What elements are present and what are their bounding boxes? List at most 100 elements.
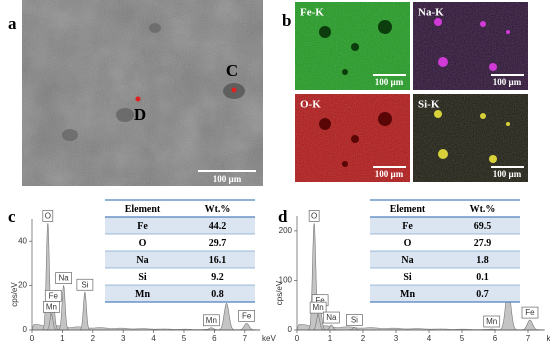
map-spot: [319, 118, 331, 130]
table-header: Wt.%: [470, 204, 496, 215]
map-label: O-K: [300, 99, 321, 111]
x-tick-label: 7: [243, 334, 248, 343]
table-cell: Fe: [402, 221, 413, 232]
x-tick-label: 5: [460, 334, 465, 343]
map-spot: [489, 155, 497, 163]
map-spot: [506, 30, 510, 34]
x-tick-label: 0: [30, 334, 35, 343]
panel-label: d: [278, 207, 288, 226]
scale-bar-label: 100 µm: [213, 174, 242, 184]
table-cell: O: [139, 238, 147, 249]
peak-label-box: [322, 311, 340, 324]
peak-label: Mn: [206, 316, 217, 325]
map-spot: [378, 20, 392, 34]
map-spot: [438, 57, 448, 67]
peak-label-box: [308, 210, 320, 222]
x-axis-label: keV: [547, 334, 550, 343]
map-spot: [506, 122, 510, 126]
table-cell: 0.1: [476, 272, 489, 283]
table-cell: 44.2: [209, 221, 227, 232]
y-tick-label: 200: [279, 226, 293, 235]
table-row: [105, 234, 255, 251]
x-tick-label: 6: [493, 334, 498, 343]
table-row: [105, 217, 255, 234]
element-map: O-K 100 µm: [295, 94, 410, 182]
x-tick-label: 6: [212, 334, 217, 343]
table-cell: 1.8: [476, 255, 489, 266]
peak-label-box: [346, 314, 363, 326]
peak-label-box: [238, 309, 255, 322]
table-cell: 9.2: [211, 272, 224, 283]
peak-label: Fe: [525, 308, 535, 317]
peak: [519, 319, 541, 331]
peak-label: Mn: [313, 303, 324, 312]
peak-label: O: [311, 212, 317, 221]
table-row: [370, 251, 520, 268]
x-tick-label: 1: [328, 334, 333, 343]
peak: [236, 322, 257, 331]
scale-bar-label: 100 µm: [493, 77, 522, 87]
map-label: Na-K: [418, 7, 444, 19]
table-row: [105, 268, 255, 285]
spectrum-panel: dOFeMnNaSiMnFeFe010020001234567cps/eVkeV…: [275, 199, 550, 343]
x-tick-label: 1: [60, 334, 65, 343]
spectrum-panel: c O Fe Mn Na Si Mn Fe Fe 0 20 40 0 1 2 3 4 5 6 7 cps/eV keV El…: [8, 199, 276, 343]
peak: [57, 285, 70, 331]
table-cell: 69.5: [474, 221, 492, 232]
y-axis-label: cps/eV: [275, 280, 284, 305]
map-label: Si-K: [418, 99, 440, 111]
panel-label: b: [282, 11, 291, 30]
element-map: Fe-K 100 µm: [295, 2, 410, 90]
point-label: D: [134, 105, 146, 124]
x-tick-label: 4: [151, 334, 156, 343]
map-spot: [342, 161, 348, 167]
peak: [216, 303, 237, 331]
table-row: [105, 285, 255, 302]
table-cell: Si: [138, 272, 147, 283]
peak-label: Na: [58, 274, 69, 283]
x-tick-label: 3: [394, 334, 399, 343]
table-cell: Na: [136, 255, 148, 266]
table-cell: 16.1: [209, 255, 227, 266]
table-cell: Na: [401, 255, 413, 266]
x-tick-label: 5: [182, 334, 187, 343]
table-row: [370, 200, 520, 217]
x-axis-label: keV: [262, 334, 276, 343]
table-header: Wt.%: [205, 204, 231, 215]
peak-label-box: [483, 315, 501, 328]
peak-label-box: [76, 278, 94, 291]
peak-label: Mn: [46, 303, 57, 312]
table-cell: Mn: [400, 289, 415, 300]
table-cell: 0.7: [476, 289, 489, 300]
table-row: [105, 251, 255, 268]
map-spot: [480, 113, 486, 119]
map-spot: [319, 26, 331, 38]
peak-label: Si: [81, 280, 88, 289]
x-tick-label: 2: [91, 334, 96, 343]
peak-label: Si: [351, 316, 358, 325]
peak-label: Fe: [242, 311, 252, 320]
peak-label-box: [42, 210, 54, 222]
peak-label-box: [203, 314, 220, 327]
y-tick-label: 0: [288, 325, 293, 334]
sem-image: [22, 0, 263, 186]
x-tick-label: 7: [526, 334, 531, 343]
y-tick-label: 40: [18, 236, 27, 245]
peak-label-box: [309, 301, 327, 314]
y-tick-label: 0: [23, 325, 28, 334]
map-label: Fe-K: [300, 7, 324, 19]
table-cell: Si: [403, 272, 412, 283]
x-tick-label: 3: [121, 334, 126, 343]
table-cell: 29.7: [209, 238, 227, 249]
peak-label: Na: [326, 313, 337, 322]
scale-bar-label: 100 µm: [375, 169, 404, 179]
table-cell: O: [404, 238, 412, 249]
panel-label: a: [8, 14, 17, 33]
table-row: [370, 217, 520, 234]
map-spot: [342, 69, 348, 75]
panel-label: c: [8, 207, 16, 226]
table-row: [105, 200, 255, 217]
x-tick-label: 2: [361, 334, 366, 343]
peak-label: Mn: [486, 317, 497, 326]
